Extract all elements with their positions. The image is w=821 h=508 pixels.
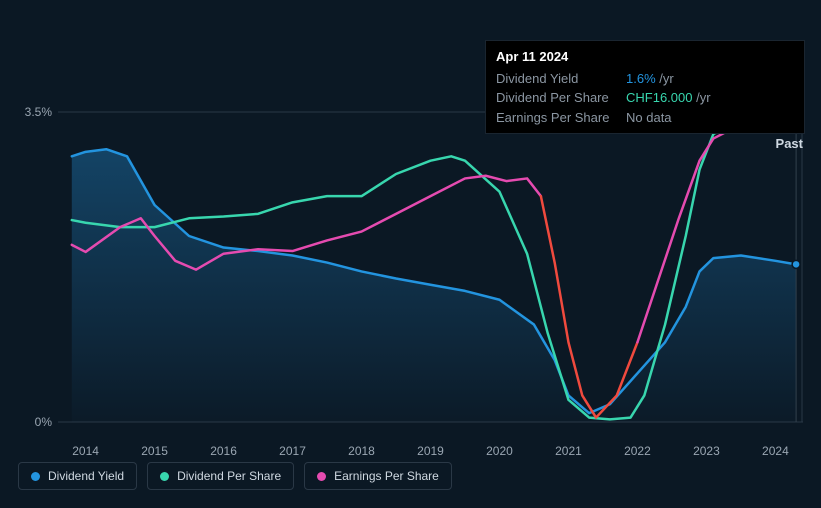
chart-tooltip: Apr 11 2024 Dividend Yield1.6% /yrDivide… (485, 40, 805, 134)
tooltip-row-value: 1.6% /yr (626, 69, 674, 89)
x-tick-label: 2014 (72, 444, 99, 458)
tooltip-row-value: No data (626, 108, 672, 128)
legend-label: Dividend Yield (48, 469, 124, 483)
legend-item-dividend-per-share[interactable]: Dividend Per Share (147, 462, 294, 490)
tooltip-row-value: CHF16.000 /yr (626, 88, 711, 108)
tooltip-row: Earnings Per ShareNo data (496, 108, 794, 128)
past-badge: Past (776, 136, 803, 151)
legend-item-dividend-yield[interactable]: Dividend Yield (18, 462, 137, 490)
tooltip-date: Apr 11 2024 (496, 47, 794, 67)
y-tick-label: 3.5% (18, 105, 52, 119)
x-tick-label: 2016 (210, 444, 237, 458)
tooltip-row: Dividend Yield1.6% /yr (496, 69, 794, 89)
x-tick-label: 2021 (555, 444, 582, 458)
x-tick-label: 2022 (624, 444, 651, 458)
x-tick-label: 2019 (417, 444, 444, 458)
y-tick-label: 0% (18, 415, 52, 429)
tooltip-row-label: Earnings Per Share (496, 108, 626, 128)
legend-dot (31, 472, 40, 481)
x-tick-label: 2015 (141, 444, 168, 458)
x-tick-label: 2018 (348, 444, 375, 458)
legend-dot (160, 472, 169, 481)
end-dot-dividend_yield (792, 260, 800, 268)
tooltip-row-label: Dividend Per Share (496, 88, 626, 108)
chart-legend: Dividend Yield Dividend Per Share Earnings… (18, 462, 452, 490)
legend-label: Dividend Per Share (177, 469, 281, 483)
tooltip-row: Dividend Per ShareCHF16.000 /yr (496, 88, 794, 108)
x-tick-label: 2020 (486, 444, 513, 458)
tooltip-row-label: Dividend Yield (496, 69, 626, 89)
legend-dot (317, 472, 326, 481)
x-tick-label: 2023 (693, 444, 720, 458)
x-tick-label: 2017 (279, 444, 306, 458)
legend-label: Earnings Per Share (334, 469, 439, 483)
legend-item-earnings-per-share[interactable]: Earnings Per Share (304, 462, 452, 490)
x-tick-label: 2024 (762, 444, 789, 458)
